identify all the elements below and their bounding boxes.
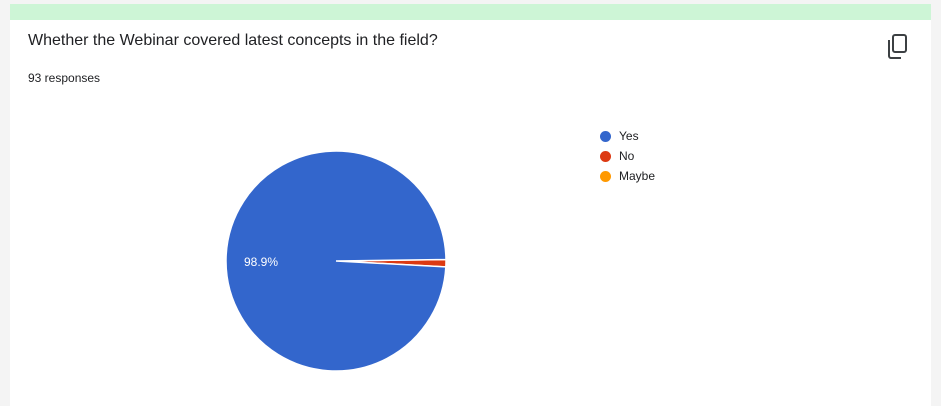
legend-item-maybe: Maybe <box>600 166 655 186</box>
header-accent-strip <box>10 4 931 20</box>
legend-label-no: No <box>619 149 635 163</box>
pie-labels: 98.9% <box>244 255 278 269</box>
legend-label-maybe: Maybe <box>619 169 656 183</box>
legend-item-no: No <box>600 146 655 166</box>
pie-slice-label-yes: 98.9% <box>244 255 278 269</box>
legend-swatch-no <box>600 150 611 162</box>
question-title: Whether the Webinar covered latest conce… <box>28 32 438 49</box>
legend-swatch-maybe <box>600 170 611 182</box>
pie-slices <box>225 150 447 372</box>
legend-item-yes: Yes <box>600 126 655 146</box>
pie-slice-yes[interactable] <box>225 150 447 372</box>
question-card <box>10 20 931 406</box>
chart-legend: Yes No Maybe <box>600 126 655 186</box>
response-count: 93 responses <box>28 71 101 85</box>
copy-icon[interactable] <box>885 32 911 60</box>
legend-label-yes: Yes <box>619 129 639 143</box>
legend-swatch-yes <box>600 130 611 142</box>
